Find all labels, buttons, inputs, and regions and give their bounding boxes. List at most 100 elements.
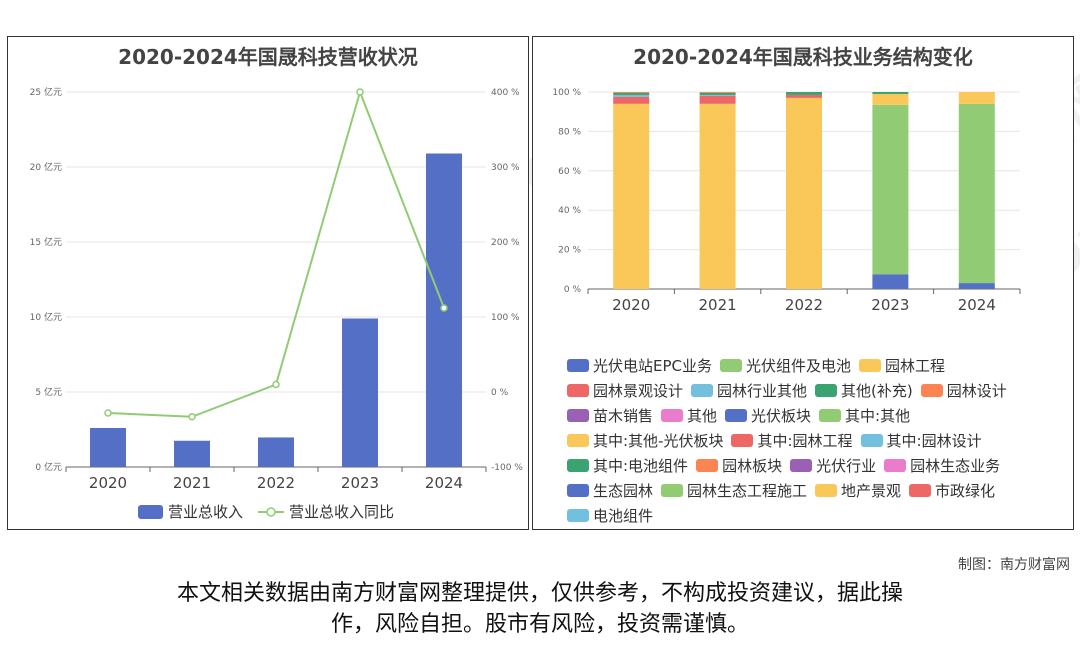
yoy-point (272, 380, 280, 389)
disclaimer-line: 本文相关数据由南方财富网整理提供，仅供参考，不构成投资建议，据此操 (176, 581, 903, 606)
structure-chart-panel: 2020-2024年国晟科技业务结构变化 0 % 20 % 40 % 60 % 80 %… (532, 36, 1074, 530)
legend-item[interactable]: 园林行业其他 (691, 380, 807, 401)
legend-item[interactable]: 园林生态业务 (884, 455, 1000, 476)
credit-text: 制图：南方财富网 (958, 557, 1070, 573)
legend-swatch (815, 384, 838, 397)
legend-label: 地产景观 (841, 482, 902, 500)
legend-item[interactable]: 地产景观 (815, 480, 901, 501)
legend-item[interactable]: 其中:园林工程 (731, 430, 853, 451)
x-tick-label: 2020 (612, 296, 650, 314)
x-tick-label: 2023 (871, 296, 909, 314)
legend-item[interactable]: 生态园林 (567, 480, 653, 501)
legend-label: 电池组件 (593, 507, 654, 525)
y-right-tick-label: 0 % (491, 388, 509, 398)
stacked-bar-segment (699, 92, 736, 95)
legend-label: 其中:电池组件 (593, 457, 689, 475)
legend-swatch (567, 409, 589, 422)
y-tick-label: 60 % (558, 167, 581, 177)
y-left-tick-label: 20 亿元 (30, 161, 62, 173)
legend-label: 其中:园林工程 (757, 432, 853, 450)
legend-item[interactable]: 光伏行业 (790, 455, 876, 476)
legend-label: 光伏电站EPC业务 (593, 357, 712, 375)
legend-row: 苗木销售 其他 光伏板块 其中:其他 (567, 405, 918, 426)
stacked-bar-segment (786, 92, 822, 95)
stacked-bar-segment (613, 92, 650, 95)
x-tick-label: 2021 (699, 296, 737, 314)
legend-item[interactable]: 园林生态工程施工 (661, 480, 807, 501)
legend-swatch (696, 459, 719, 472)
legend-item[interactable]: 其中:其他-光伏板块 (567, 430, 723, 451)
legend-item[interactable]: 市政绿化 (909, 480, 995, 501)
legend-swatch (790, 459, 813, 472)
legend-label: 营业总收入 (168, 503, 243, 521)
x-tick-label: 2021 (173, 474, 211, 492)
structure-chart: 0 % 20 % 40 % 60 % 80 % 100 % 2020 2021 2022 2023… (552, 88, 1021, 314)
yoy-point (440, 304, 448, 312)
stacked-bar-segment (699, 94, 736, 96)
stacked-bar-segment (872, 104, 909, 275)
stacked-bar-segment (699, 95, 736, 104)
x-tick-label: 2023 (341, 474, 379, 492)
yoy-point (356, 88, 364, 96)
chart-title: 2020-2024年国晟科技业务结构变化 (633, 45, 973, 69)
legend-item[interactable]: 其中:园林设计 (860, 430, 982, 451)
y-left-tick-label: 0 亿元 (35, 461, 62, 473)
legend-swatch (567, 359, 589, 372)
legend-item[interactable]: 光伏电站EPC业务 (567, 355, 712, 376)
legend-swatch (661, 484, 684, 497)
legend-swatch (661, 409, 684, 422)
legend-label: 光伏组件及电池 (746, 357, 852, 375)
revenue-chart-panel: 2020-2024年国晟科技营收状况 0 亿元 5 亿元 10 亿元 15 亿元 20 … (7, 36, 529, 530)
legend-label: 生态园林 (593, 482, 654, 500)
legend-item[interactable]: 园林板块 (696, 455, 782, 476)
legend-row: 生态园林 园林生态工程施工 地产景观 市政绿化 (567, 480, 1003, 501)
stacked-bar-segment (872, 274, 909, 289)
legend-item[interactable]: 园林景观设计 (567, 380, 683, 401)
legend-label: 光伏行业 (816, 457, 877, 475)
legend-label: 园林生态工程施工 (687, 482, 808, 500)
legend-item[interactable]: 其他(补充) (815, 380, 913, 401)
legend-item[interactable]: 光伏组件及电池 (720, 355, 851, 376)
legend-swatch (860, 434, 883, 447)
legend-swatch (567, 484, 589, 497)
legend-row: 园林景观设计 园林行业其他 其他(补充) 园林设计 (567, 380, 1015, 401)
yoy-point (188, 413, 196, 421)
legend-item[interactable]: 苗木销售 (567, 405, 653, 426)
x-tick-label: 2022 (257, 474, 295, 492)
legend-item[interactable]: 光伏板块 (725, 405, 811, 426)
legend-label: 园林板块 (722, 457, 783, 475)
legend-label: 其他 (687, 407, 718, 425)
legend-row: 电池组件 (567, 505, 661, 526)
yoy-line (107, 88, 445, 418)
legend-label: 园林工程 (885, 357, 946, 375)
legend-item[interactable]: 电池组件 (567, 505, 653, 526)
stacked-bar-segment (613, 92, 650, 93)
legend-swatch (567, 459, 589, 472)
legend-swatch (725, 409, 748, 422)
legend-label: 营业总收入同比 (289, 503, 394, 521)
disclaimer-line: 作，风险自担。股市有风险，投资需谨慎。 (330, 612, 749, 637)
x-tick-label: 2022 (785, 296, 823, 314)
legend-swatch (819, 409, 842, 422)
legend-label: 其中:其他 (845, 407, 911, 425)
stacked-bar-segment (699, 103, 736, 289)
stacked-bar-segment (786, 94, 822, 98)
legend-label: 园林设计 (946, 382, 1007, 400)
legend-swatch (859, 359, 882, 372)
stacked-bar-segment (699, 92, 736, 93)
stacked-bar-segment (613, 96, 650, 104)
y-left-tick-label: 10 亿元 (30, 311, 62, 323)
stacked-bar-segment (958, 283, 995, 289)
y-tick-label: 80 % (558, 127, 581, 137)
legend-swatch (909, 484, 932, 497)
legend-swatch (731, 434, 754, 447)
legend-label: 园林行业其他 (717, 382, 808, 400)
legend-item[interactable]: 其他 (661, 405, 717, 426)
legend-item[interactable]: 其中:其他 (819, 405, 910, 426)
legend-item[interactable]: 园林工程 (859, 355, 945, 376)
legend-item[interactable]: 园林设计 (920, 380, 1007, 401)
legend-item[interactable]: 其中:电池组件 (567, 455, 688, 476)
legend-swatch (138, 505, 163, 519)
legend-swatch (720, 359, 742, 372)
legend-swatch (691, 384, 714, 397)
